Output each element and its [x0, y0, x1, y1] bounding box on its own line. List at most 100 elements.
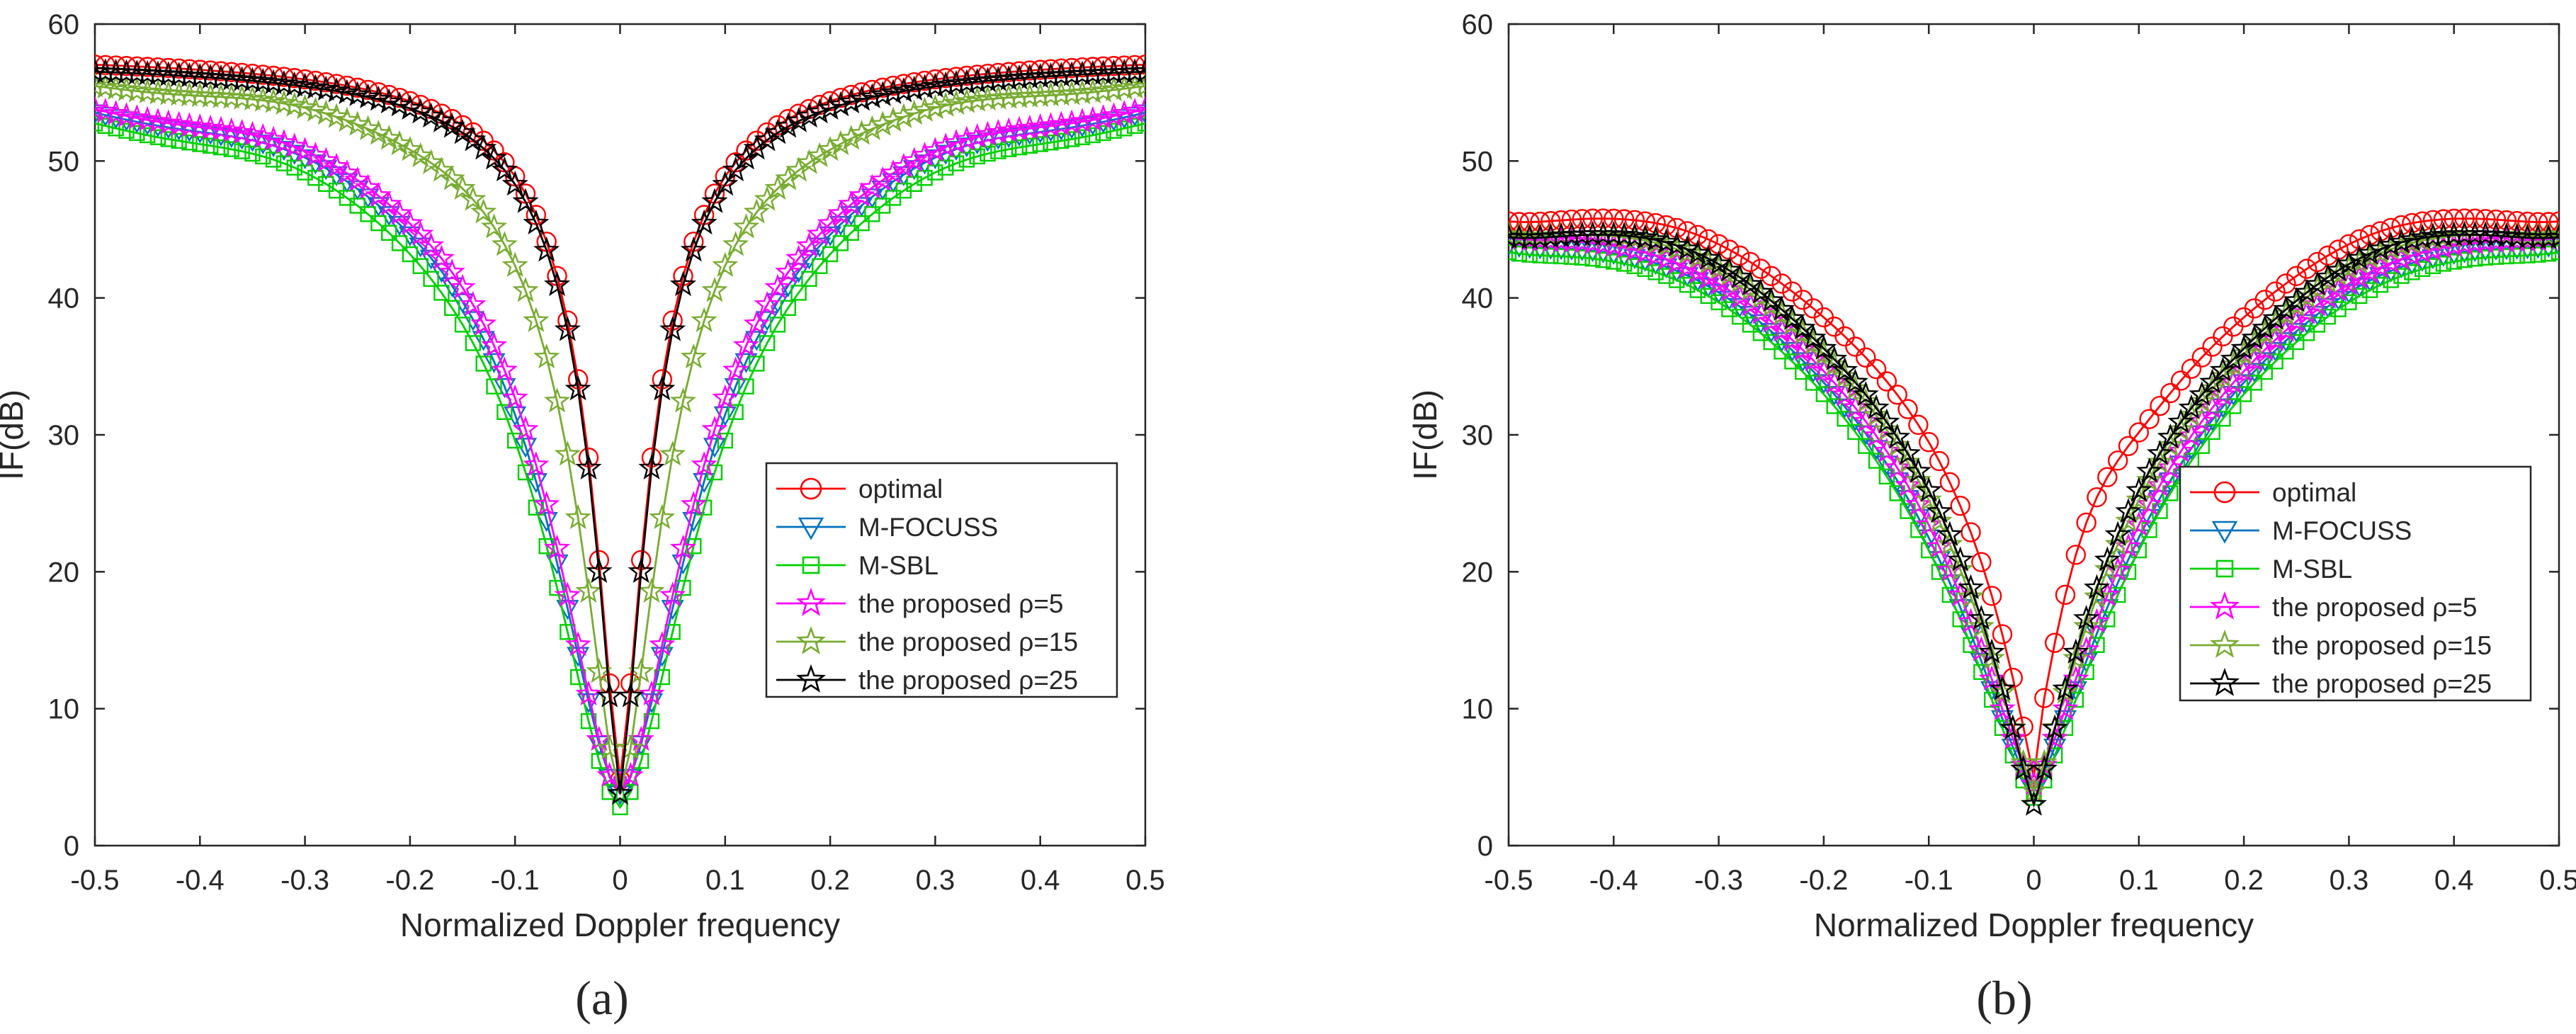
data-point — [2456, 251, 2473, 268]
data-point — [1613, 209, 1635, 229]
data-point — [2083, 583, 2111, 608]
legend-label: optimal — [858, 475, 943, 504]
data-point — [2346, 244, 2373, 270]
legend-label: the proposed ρ=5 — [858, 589, 1064, 618]
data-point — [776, 277, 800, 297]
data-point — [543, 271, 571, 297]
data-point — [869, 81, 896, 106]
data-point — [491, 156, 518, 182]
data-point — [2157, 424, 2184, 449]
legend-label: M-FOCUSS — [2272, 516, 2412, 545]
data-point — [1884, 454, 1911, 479]
data-point — [1069, 108, 1096, 133]
legend: optimal M-FOCUSS M-SBL the proposed ρ=5 the … — [765, 462, 1118, 698]
data-point — [491, 231, 518, 256]
data-point — [2220, 351, 2247, 377]
data-point — [764, 273, 791, 299]
data-point — [1079, 106, 1106, 132]
data-point — [1043, 135, 1059, 151]
data-point — [2189, 380, 2215, 407]
data-point — [2052, 678, 2079, 704]
data-point — [2115, 507, 2142, 533]
data-point — [1037, 81, 1065, 107]
data-point — [769, 317, 786, 333]
data-point — [543, 534, 571, 560]
data-point — [1926, 497, 1953, 523]
data-point — [1011, 139, 1028, 156]
data-point — [1941, 586, 1958, 603]
data-point — [344, 110, 371, 136]
data-point — [1968, 605, 1995, 630]
data-point — [1989, 675, 2016, 700]
data-point — [2073, 613, 2100, 638]
data-point — [1053, 132, 1069, 149]
data-point — [734, 353, 758, 373]
data-point — [2178, 421, 2205, 448]
data-point — [2519, 247, 2536, 263]
data-point — [2235, 386, 2252, 402]
data-point — [1810, 340, 1837, 365]
data-point — [1805, 375, 1822, 391]
data-point — [2136, 458, 2163, 483]
data-point — [2404, 264, 2420, 280]
data-point — [533, 236, 560, 262]
data-point — [601, 784, 618, 800]
data-point — [438, 113, 465, 138]
data-point — [428, 107, 455, 132]
data-point — [722, 156, 749, 182]
y-tick-label: 50 — [1462, 146, 1494, 177]
data-point — [2465, 208, 2485, 229]
data-point — [2097, 467, 2118, 487]
x-tick-label: -0.4 — [1589, 865, 1638, 896]
data-point — [512, 416, 539, 441]
data-point — [2398, 226, 2425, 251]
data-point — [743, 309, 770, 336]
data-point — [819, 91, 841, 112]
data-point — [2044, 632, 2065, 653]
data-point — [890, 103, 917, 128]
data-point — [2454, 208, 2475, 229]
data-point — [2283, 287, 2310, 312]
data-point — [2115, 533, 2142, 558]
data-point — [1543, 248, 1559, 264]
data-point — [2010, 755, 2037, 780]
data-point — [1858, 438, 1874, 454]
data-point — [2367, 235, 2394, 261]
data-point — [880, 159, 907, 185]
data-point — [334, 106, 361, 132]
data-point — [575, 454, 602, 480]
data-point — [1090, 77, 1117, 103]
data-point — [1863, 421, 1890, 448]
legend-label: optimal — [2272, 478, 2356, 507]
data-point — [2055, 584, 2076, 606]
data-point — [2150, 395, 2170, 416]
data-point — [1084, 127, 1101, 144]
legend-label: the proposed ρ=25 — [858, 666, 1078, 695]
data-point — [1999, 715, 2026, 740]
data-point — [869, 110, 896, 136]
data-point — [538, 538, 555, 555]
data-point — [2325, 256, 2352, 282]
data-point — [2286, 266, 2307, 286]
data-point — [838, 191, 865, 216]
data-point — [1852, 407, 1879, 433]
data-point — [397, 135, 424, 161]
data-point — [1116, 120, 1133, 137]
data-point — [1553, 248, 1570, 265]
data-point — [2109, 586, 2126, 603]
x-tick-label: 0.5 — [1125, 865, 1165, 896]
y-tick-label: 10 — [1462, 694, 1494, 725]
data-point — [2204, 424, 2220, 441]
data-point — [302, 141, 329, 167]
data-point — [523, 307, 550, 332]
data-point — [286, 159, 302, 176]
data-point — [171, 132, 187, 149]
data-point — [1021, 137, 1038, 154]
data-point — [2083, 574, 2111, 600]
series-line-5 — [1509, 233, 2559, 808]
data-point — [2472, 228, 2499, 254]
data-point — [985, 66, 1011, 91]
data-point — [423, 271, 439, 287]
x-tick-label: -0.1 — [491, 865, 540, 896]
data-point — [921, 93, 948, 120]
